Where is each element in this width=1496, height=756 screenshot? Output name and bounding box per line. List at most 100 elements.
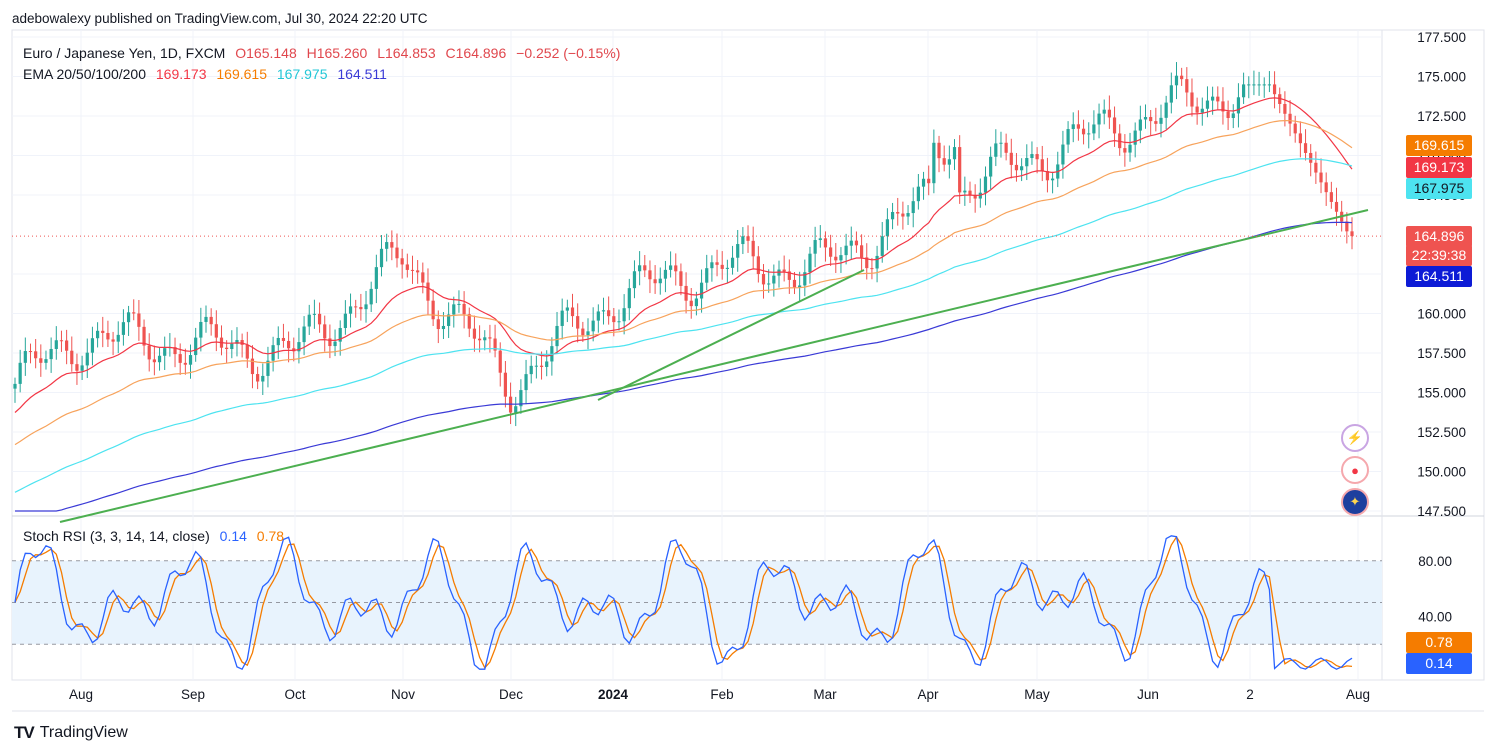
candle-body xyxy=(410,269,415,271)
candle-body xyxy=(741,236,745,245)
author-line: adebowalexy published on TradingView.com… xyxy=(12,11,428,26)
candle-body xyxy=(142,326,146,346)
candle-body xyxy=(890,211,895,220)
trendline-long xyxy=(59,209,1369,523)
candle-body xyxy=(834,256,838,261)
candle-body xyxy=(1345,221,1349,232)
candle-body xyxy=(364,304,368,310)
candle-body xyxy=(348,306,353,314)
candle-body xyxy=(34,351,38,359)
candle-body xyxy=(1030,154,1034,159)
candle-body xyxy=(529,365,533,375)
candle-body xyxy=(937,142,941,159)
candle-body xyxy=(1112,117,1117,134)
candle-body xyxy=(240,340,244,345)
candle-body xyxy=(663,269,668,279)
candle-body xyxy=(152,359,156,363)
candle-body xyxy=(756,256,760,275)
candle-body xyxy=(720,264,724,269)
candle-body xyxy=(751,240,755,257)
candle-body xyxy=(1226,111,1230,119)
candle-body xyxy=(23,351,27,363)
price-tick-label: 152.500 xyxy=(1417,425,1466,440)
candle-body xyxy=(225,347,229,349)
candle-body xyxy=(1221,101,1225,112)
brand[interactable]: TV TradingView xyxy=(14,723,128,743)
time-tick-label: Dec xyxy=(499,687,523,702)
candle-body xyxy=(565,307,569,311)
candle-body xyxy=(1329,192,1333,202)
time-tick-label: Sep xyxy=(181,687,205,702)
candle-body xyxy=(354,306,358,308)
candle-body xyxy=(157,355,162,363)
candle-body xyxy=(865,257,869,269)
flag-eu-icon[interactable]: ✦ xyxy=(1341,488,1369,516)
candle-body xyxy=(514,406,518,413)
candle-body xyxy=(725,267,729,269)
candle-body xyxy=(576,316,580,329)
candle-body xyxy=(209,316,213,325)
stoch-legend: Stoch RSI (3, 3, 14, 14, close) 0.14 0.7… xyxy=(23,528,284,544)
candle-body xyxy=(1298,133,1302,144)
candle-body xyxy=(261,375,265,382)
candle-body xyxy=(467,314,471,329)
ema-100-value: 167.975 xyxy=(276,66,328,82)
candle-body xyxy=(674,265,678,272)
candle-body xyxy=(1257,84,1261,86)
record-icon[interactable]: ● xyxy=(1341,456,1369,484)
candle-body xyxy=(395,247,399,259)
stoch-d-value: 0.78 xyxy=(256,528,285,544)
candle-body xyxy=(973,195,977,199)
candle-body xyxy=(1061,144,1065,165)
candle-body xyxy=(80,365,84,371)
candle-body xyxy=(1107,109,1111,118)
candle-body xyxy=(441,325,446,330)
candle-body xyxy=(90,338,95,353)
candle-body xyxy=(983,176,988,193)
candle-body xyxy=(916,186,920,202)
brand-label: TradingView xyxy=(39,724,128,741)
candle-body xyxy=(1076,124,1081,129)
candle-body xyxy=(947,159,951,165)
candle-body xyxy=(1040,159,1044,172)
candle-body xyxy=(188,355,193,365)
candle-body xyxy=(126,312,131,323)
candle-body xyxy=(1195,106,1199,113)
candle-body xyxy=(1154,121,1158,124)
time-tick-label: Aug xyxy=(69,687,93,702)
candle-body xyxy=(761,274,766,285)
lightning-icon[interactable]: ⚡ xyxy=(1341,424,1369,452)
candle-body xyxy=(730,257,735,268)
candle-body xyxy=(767,283,771,285)
candle-body xyxy=(1278,94,1282,104)
candle-body xyxy=(1314,162,1318,173)
time-tick-label: Oct xyxy=(284,687,305,702)
candle-body xyxy=(787,271,791,280)
candle-body xyxy=(65,340,69,351)
candle-body xyxy=(829,247,833,257)
candle-body xyxy=(503,372,508,397)
candle-body xyxy=(1014,164,1019,171)
candle-body xyxy=(1350,231,1354,237)
symbol-name: Euro / Japanese Yen, 1D, FXCM xyxy=(23,45,226,61)
stoch-k-value: 0.14 xyxy=(219,528,247,544)
candle-body xyxy=(560,310,564,326)
candle-body xyxy=(281,337,286,341)
candle-body xyxy=(106,332,110,340)
ema-100-line xyxy=(14,158,1353,493)
candle-body xyxy=(178,354,182,363)
candle-body xyxy=(132,312,136,314)
stoch-tick-label: 40.00 xyxy=(1418,609,1452,624)
candle-body xyxy=(1133,130,1137,145)
candle-body xyxy=(1267,84,1272,86)
countdown-label: 22:39:38 xyxy=(1406,245,1472,266)
ema-50-line xyxy=(14,119,1353,446)
candle-body xyxy=(1143,117,1148,120)
price-tick-label: 177.500 xyxy=(1417,30,1466,45)
candle-body xyxy=(911,201,915,214)
candle-body xyxy=(302,326,306,343)
time-tick-label: Apr xyxy=(917,687,939,702)
candle-body xyxy=(1303,143,1308,153)
ema-20-price-label: 169.173 xyxy=(1406,157,1472,178)
